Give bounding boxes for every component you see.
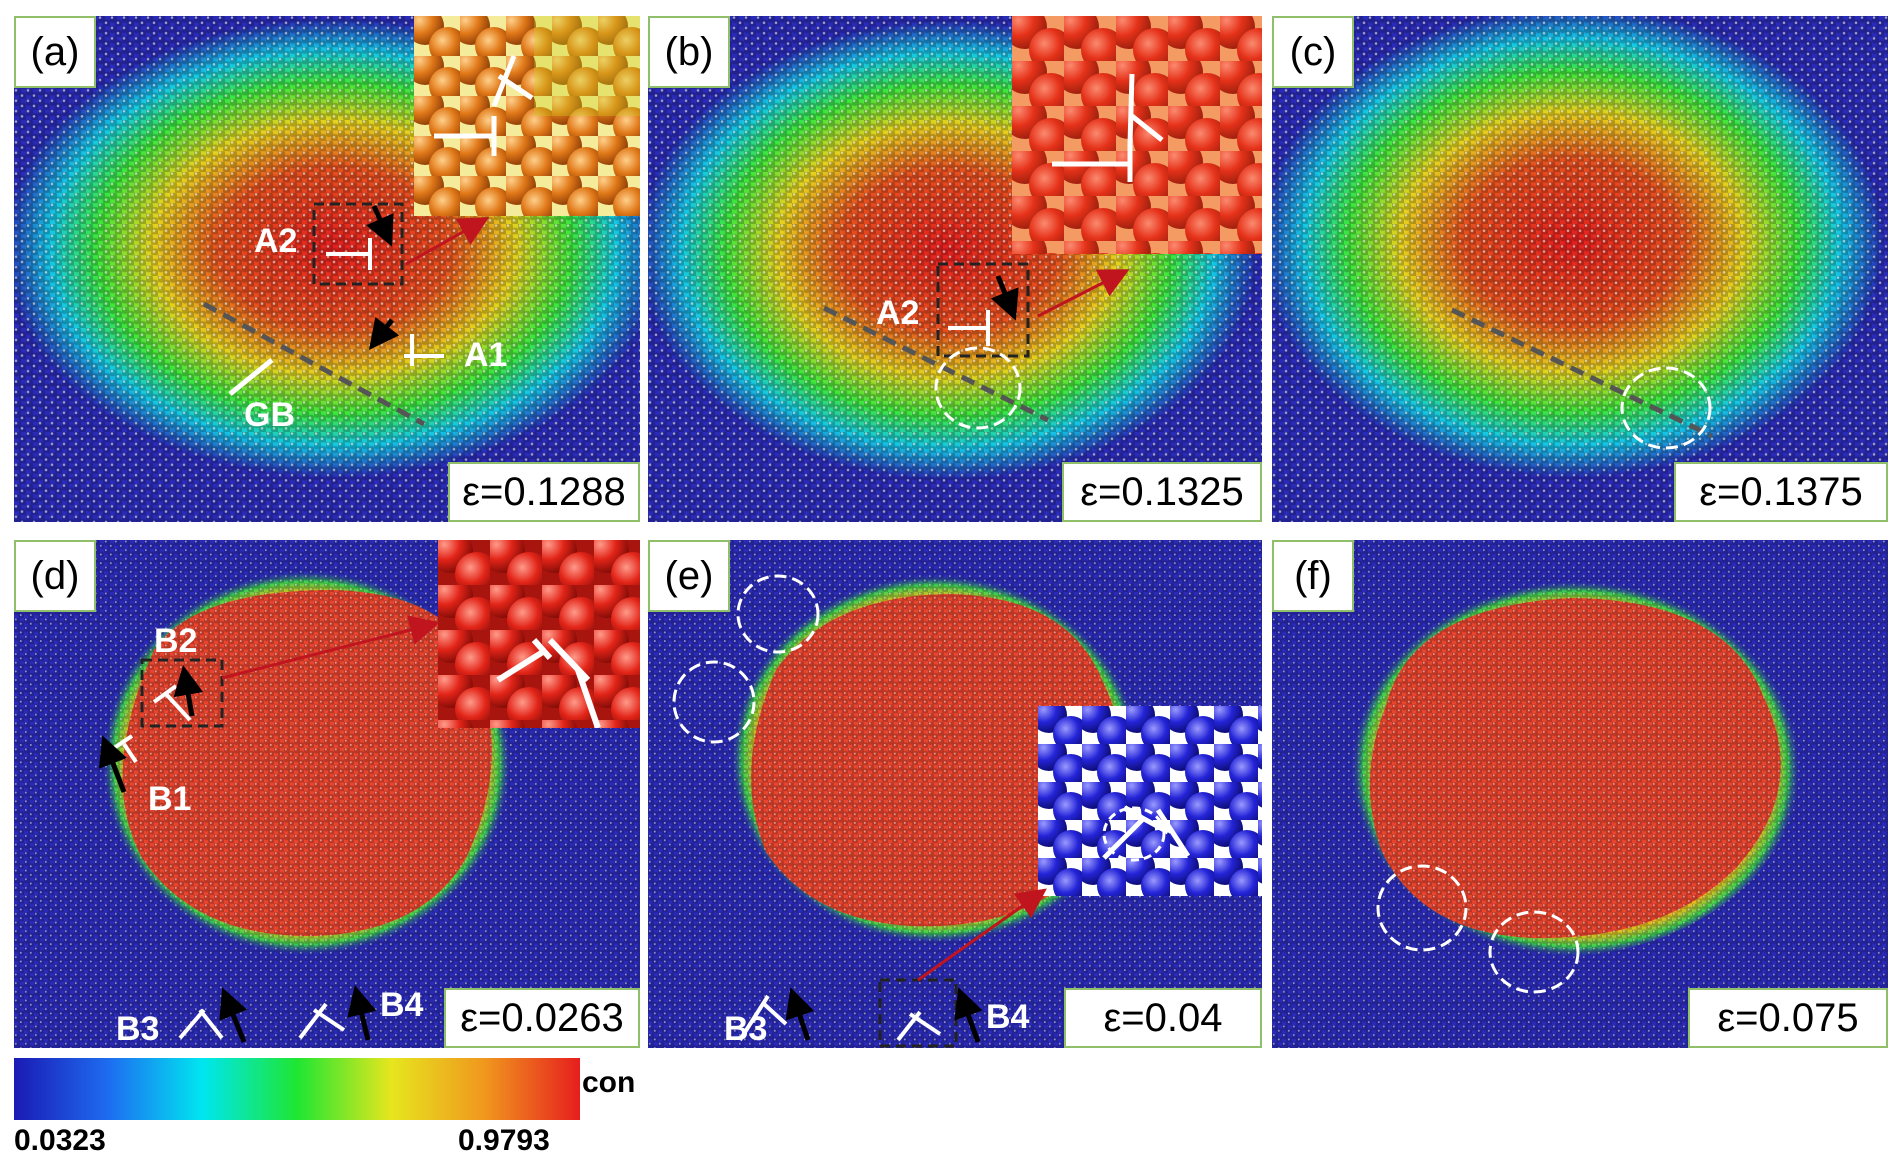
annotations-a: A2 A1 GB xyxy=(202,202,507,434)
label-b4: B4 xyxy=(986,998,1030,1036)
label-gb: GB xyxy=(244,396,295,434)
panel-tag: (a) xyxy=(14,16,96,88)
label-a1: A1 xyxy=(464,336,507,374)
strain-label: ε=0.1375 xyxy=(1674,462,1888,522)
colorbar-min: 0.0323 xyxy=(14,1124,106,1157)
strain-label: ε=0.1325 xyxy=(1062,462,1262,522)
label-b2: B2 xyxy=(154,622,197,660)
panel-e: B3 B4 (e) ε=0.04 xyxy=(648,540,1262,1048)
annotations-f xyxy=(1376,864,1580,994)
inset-a xyxy=(414,16,640,216)
panel-c: (c) ε=0.1375 xyxy=(1272,16,1888,522)
label-a2: A2 xyxy=(876,294,919,332)
strain-label: ε=0.075 xyxy=(1688,988,1888,1048)
colorbar-label: con xyxy=(582,1066,636,1099)
inset-d xyxy=(438,540,640,728)
strain-label: ε=0.0263 xyxy=(444,988,640,1048)
concentration-map-f xyxy=(1272,540,1888,1048)
inset-b xyxy=(1012,16,1262,254)
concentration-map-c xyxy=(1272,16,1888,522)
colorbar-max: 0.9793 xyxy=(458,1124,550,1157)
strain-label: ε=0.04 xyxy=(1064,988,1262,1048)
panel-tag: (d) xyxy=(14,540,96,612)
annotations-c xyxy=(1450,307,1714,450)
panel-tag: (e) xyxy=(648,540,730,612)
annotations-d: B2 B1 B3 B4 xyxy=(98,615,440,1048)
panel-d: B2 B1 B3 B4 (d) ε=0.0263 xyxy=(14,540,640,1048)
strain-label: ε=0.1288 xyxy=(448,462,640,522)
panel-tag: (c) xyxy=(1272,16,1354,88)
annotations-e: B3 B4 xyxy=(672,574,1047,1048)
label-b3: B3 xyxy=(116,1010,159,1048)
colorbar xyxy=(14,1058,580,1120)
label-b3: B3 xyxy=(724,1010,767,1048)
panel-b: A2 (b) ε=0.1325 xyxy=(648,16,1262,522)
concentration-map-e xyxy=(648,540,1262,1048)
annotations-b: A2 xyxy=(822,262,1130,430)
panel-a: A2 A1 GB (a) ε=0.1288 xyxy=(14,16,640,522)
inset-e xyxy=(1038,706,1262,896)
label-a2: A2 xyxy=(254,222,297,260)
panel-tag: (b) xyxy=(648,16,730,88)
label-b4: B4 xyxy=(380,986,424,1024)
panel-f: (f) ε=0.075 xyxy=(1272,540,1888,1048)
panel-tag: (f) xyxy=(1272,540,1354,612)
label-b1: B1 xyxy=(148,780,191,818)
